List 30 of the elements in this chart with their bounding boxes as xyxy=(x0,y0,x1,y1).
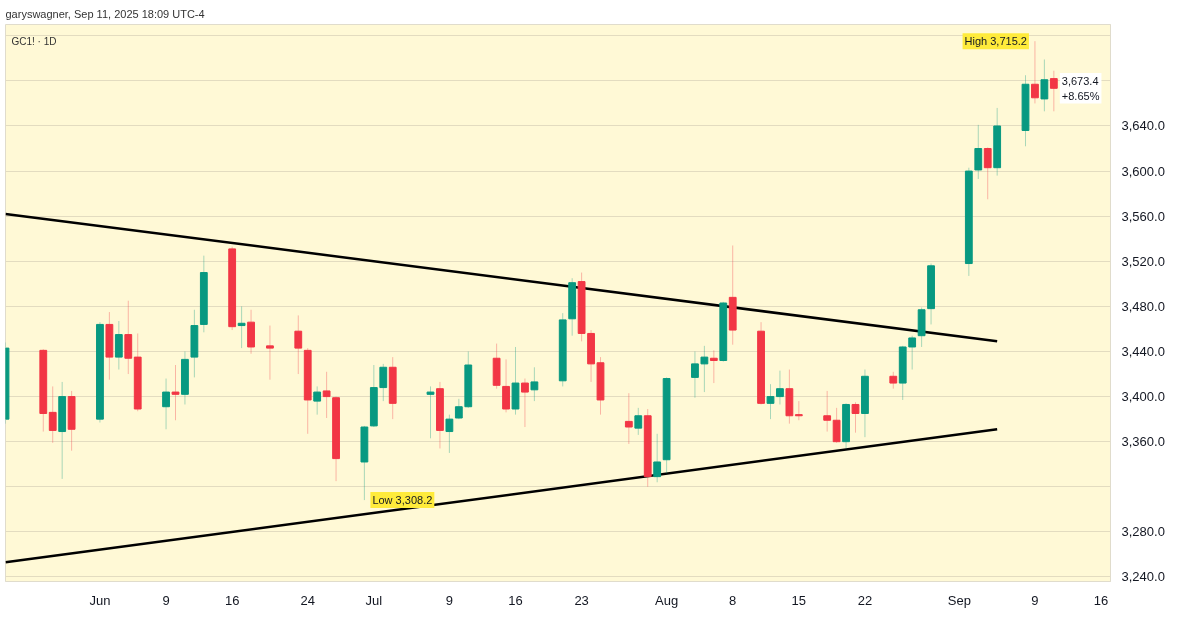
y-tick-label: 3,560.0 xyxy=(1121,208,1165,224)
annotation: 3,673.4 +8.65% xyxy=(1061,75,1100,102)
y-tick-label: 3,520.0 xyxy=(1121,253,1165,269)
x-tick-label: 16 xyxy=(224,592,240,608)
chart-subtitle: garyswagner, Sep 11, 2025 18:09 UTC-4 xyxy=(5,7,205,20)
y-tick-label: 3,600.0 xyxy=(1121,163,1165,179)
x-tick-label: Jul xyxy=(365,592,383,608)
x-tick-label: 16 xyxy=(508,592,523,608)
x-tick-label: Sep xyxy=(947,592,971,608)
x-tick-label: 8 xyxy=(729,592,737,608)
x-tick-label: 9 xyxy=(445,592,454,608)
x-tick-label: 23 xyxy=(574,592,589,608)
y-tick-label: 3,400.0 xyxy=(1121,389,1165,405)
x-tick-label: 16 xyxy=(1093,592,1109,608)
annotation: High 3,715.2 xyxy=(964,35,1027,48)
y-tick-label: 3,440.0 xyxy=(1121,343,1165,359)
y-tick-label: 3,280.0 xyxy=(1121,524,1165,540)
x-tick-label: Aug xyxy=(655,592,679,608)
x-tick-label: 9 xyxy=(162,592,170,608)
x-tick-label: 15 xyxy=(791,592,807,608)
x-tick-label: 22 xyxy=(857,592,873,608)
x-tick-label: Jun xyxy=(89,592,111,608)
y-tick-label: 3,360.0 xyxy=(1121,434,1165,450)
y-tick-label: 3,640.0 xyxy=(1121,118,1165,134)
y-tick-label: 3,480.0 xyxy=(1121,298,1165,314)
y-tick-label: 3,240.0 xyxy=(1121,569,1165,585)
x-tick-label: 9 xyxy=(1031,592,1039,608)
x-tick-label: 24 xyxy=(300,592,315,608)
annotation: Low 3,308.2 xyxy=(372,494,433,507)
text: GC1! · 1D xyxy=(11,35,57,47)
